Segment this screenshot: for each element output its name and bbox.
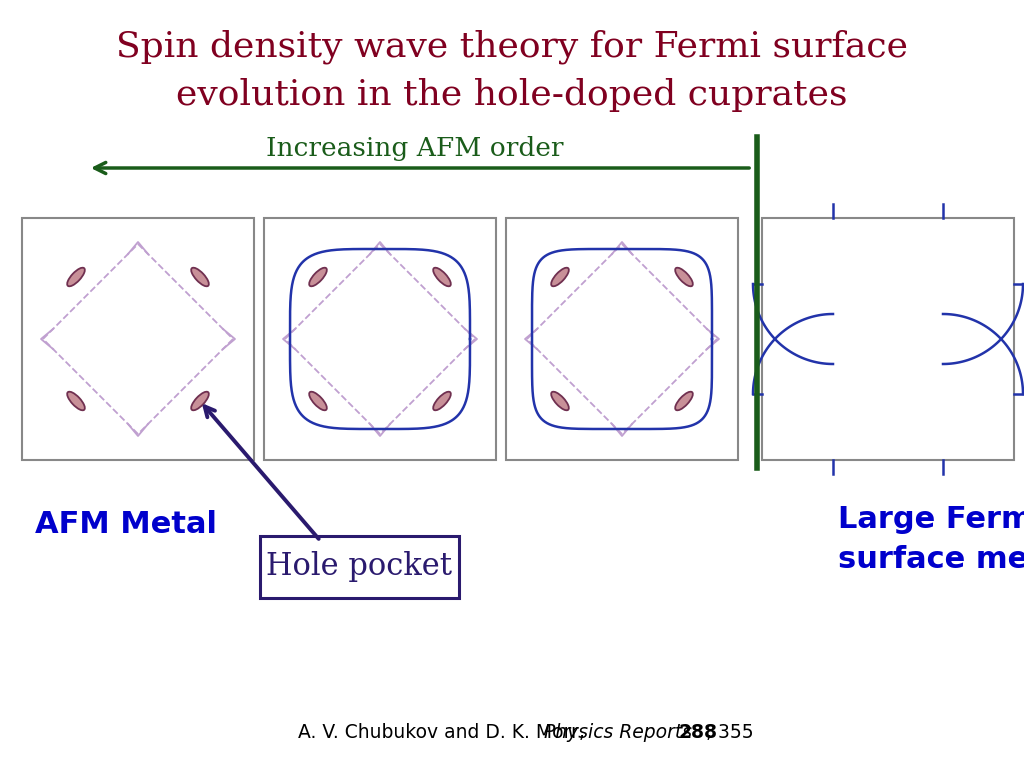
FancyBboxPatch shape [260, 536, 459, 598]
Bar [506, 218, 738, 460]
Text: Physics Reports: Physics Reports [544, 723, 692, 743]
Ellipse shape [309, 392, 327, 410]
Text: , 355: , 355 [706, 723, 754, 743]
Ellipse shape [433, 268, 451, 286]
Ellipse shape [191, 392, 209, 410]
Bar [762, 218, 1014, 460]
Ellipse shape [675, 392, 693, 410]
Text: A. V. Chubukov and D. K. Morr,: A. V. Chubukov and D. K. Morr, [298, 723, 591, 743]
Ellipse shape [191, 268, 209, 286]
Bar [264, 218, 496, 460]
Ellipse shape [68, 268, 85, 286]
Text: evolution in the hole-doped cuprates: evolution in the hole-doped cuprates [176, 78, 848, 112]
Text: surface metal: surface metal [838, 545, 1024, 574]
Text: Large Fermi: Large Fermi [838, 505, 1024, 534]
Bar [22, 218, 254, 460]
Ellipse shape [309, 268, 327, 286]
Text: Increasing AFM order: Increasing AFM order [266, 136, 564, 161]
Ellipse shape [68, 392, 85, 410]
Ellipse shape [551, 392, 568, 410]
Ellipse shape [675, 268, 693, 286]
Text: 288: 288 [678, 723, 717, 743]
Text: Spin density wave theory for Fermi surface: Spin density wave theory for Fermi surfa… [116, 30, 908, 65]
Text: AFM Metal: AFM Metal [35, 510, 217, 539]
Text: Hole pocket: Hole pocket [266, 551, 453, 582]
Ellipse shape [433, 392, 451, 410]
Ellipse shape [551, 268, 568, 286]
